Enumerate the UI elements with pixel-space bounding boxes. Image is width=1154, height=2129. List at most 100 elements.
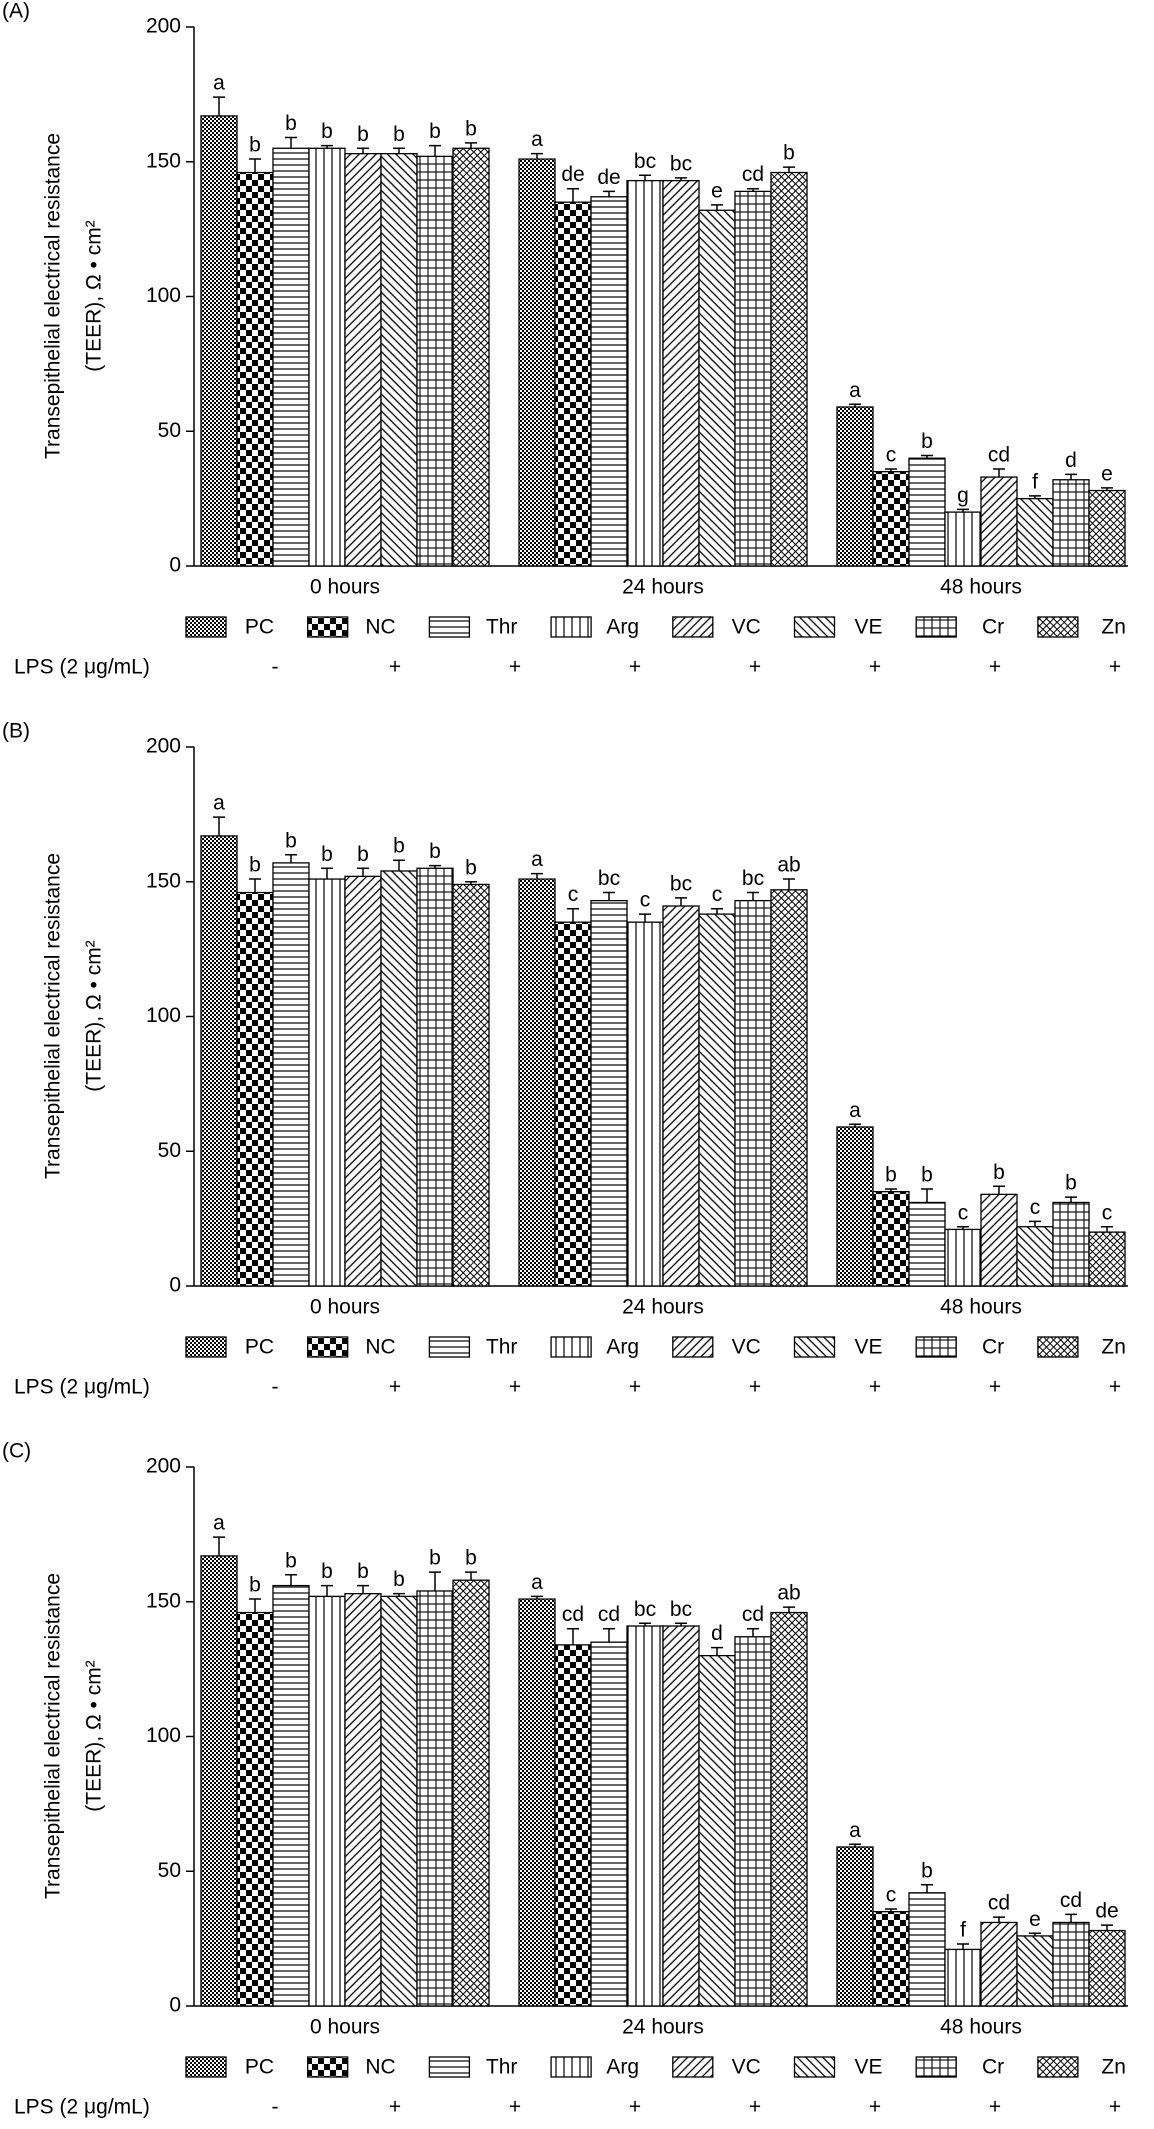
legend-label: PC <box>245 1336 274 1359</box>
bar <box>944 511 982 567</box>
bar <box>590 899 628 1287</box>
error-bar <box>531 1595 543 1600</box>
legend-label: VC <box>732 616 761 639</box>
legend-swatch <box>428 1336 471 1358</box>
bar <box>734 1636 772 2007</box>
x-tick-label: 0 hours <box>310 2016 380 2039</box>
error-bar <box>921 454 933 459</box>
bar <box>698 209 736 567</box>
significance-letter: b <box>393 1568 405 1591</box>
bar <box>626 179 664 567</box>
y-axis-title: Transepithelial electrical resistance <box>42 1573 65 1899</box>
significance-letter: cd <box>598 1603 620 1626</box>
y-axis-title: (TEER), Ω • cm² <box>83 1660 106 1811</box>
error-bar <box>957 508 969 513</box>
legend-swatch <box>672 1336 714 1358</box>
error-bar <box>675 177 687 181</box>
significance-letter: b <box>921 1164 933 1187</box>
lps-label: LPS (2 μg/mL) <box>14 1376 150 1399</box>
error-bar <box>885 1188 897 1192</box>
error-bar <box>465 1571 477 1581</box>
lps-sign: + <box>389 656 401 679</box>
lps-label: LPS (2 μg/mL) <box>14 2096 150 2119</box>
significance-letter: a <box>213 72 225 95</box>
legend-label: VE <box>854 616 882 639</box>
error-bar <box>249 1598 261 1613</box>
bar <box>518 1598 556 2007</box>
error-bar <box>357 147 369 154</box>
significance-letter: b <box>357 1560 369 1583</box>
lps-sign: - <box>272 1376 279 1399</box>
bar <box>734 899 772 1287</box>
bar <box>1088 489 1126 567</box>
error-bar <box>321 867 333 880</box>
bar <box>416 1590 454 2007</box>
error-bar <box>567 907 579 923</box>
bar <box>344 153 382 567</box>
bar <box>554 201 592 567</box>
error-bar <box>849 1123 861 1127</box>
lps-sign: + <box>509 656 521 679</box>
significance-letter: de <box>1095 1900 1118 1923</box>
error-bar <box>675 897 687 907</box>
bar <box>626 1625 664 2007</box>
bar <box>452 883 490 1287</box>
lps-sign: - <box>272 2096 279 2119</box>
legend-label: NC <box>365 2056 395 2079</box>
legend-label: PC <box>245 2056 274 2079</box>
bar <box>1052 1921 1090 2007</box>
significance-letter: c <box>958 1201 969 1224</box>
lps-sign: + <box>989 1376 1001 1399</box>
bar <box>626 921 664 1287</box>
error-bar <box>711 907 723 915</box>
lps-sign: + <box>1109 656 1121 679</box>
y-tick-label: 50 <box>158 419 181 442</box>
significance-letter: b <box>921 1859 933 1882</box>
significance-letter: b <box>885 1164 897 1187</box>
error-bar <box>429 1571 441 1591</box>
bar <box>1052 1201 1090 1287</box>
significance-letter: cd <box>1060 1889 1082 1912</box>
error-bar <box>429 864 441 869</box>
y-tick-label: 200 <box>146 735 181 758</box>
bar <box>1016 497 1054 567</box>
panel: (C) Transepithelial electrical resistance… <box>2 1440 1128 2119</box>
bar <box>1088 1929 1126 2007</box>
panel-label: (C) <box>2 1440 31 1463</box>
error-bar <box>957 1943 969 1950</box>
error-bar <box>849 403 861 407</box>
significance-letter: c <box>886 444 897 467</box>
y-tick-label: 150 <box>146 149 181 172</box>
significance-letter: bc <box>670 1598 692 1621</box>
significance-letter: cd <box>988 1892 1010 1915</box>
legend-label: Thr <box>486 616 518 639</box>
lps-sign: + <box>389 1376 401 1399</box>
error-bar <box>393 1592 405 1597</box>
significance-letter: e <box>711 179 723 202</box>
significance-letter: cd <box>742 163 764 186</box>
legend-swatch <box>428 616 471 638</box>
significance-letter: e <box>1101 462 1113 485</box>
significance-letter: b <box>249 134 261 157</box>
bar <box>518 878 556 1287</box>
bar <box>1016 1935 1054 2007</box>
y-tick-label: 150 <box>146 869 181 892</box>
error-bar <box>531 152 543 160</box>
legend-label: PC <box>245 616 274 639</box>
error-bar <box>285 1574 297 1586</box>
lps-sign: + <box>749 656 761 679</box>
significance-letter: ab <box>777 854 800 877</box>
significance-letter: e <box>1029 1908 1041 1931</box>
significance-letter: d <box>1065 449 1077 472</box>
significance-letter: ab <box>777 1582 800 1605</box>
legend-swatch <box>307 1336 349 1358</box>
legend-label: VC <box>732 1336 761 1359</box>
legend-swatch <box>185 1336 227 1358</box>
bar <box>980 1193 1018 1287</box>
significance-letter: b <box>1065 1172 1077 1195</box>
legend-swatch <box>307 616 349 638</box>
bar <box>698 913 736 1287</box>
error-bar <box>675 1622 687 1627</box>
bar <box>908 1892 946 2007</box>
bar <box>236 171 274 567</box>
